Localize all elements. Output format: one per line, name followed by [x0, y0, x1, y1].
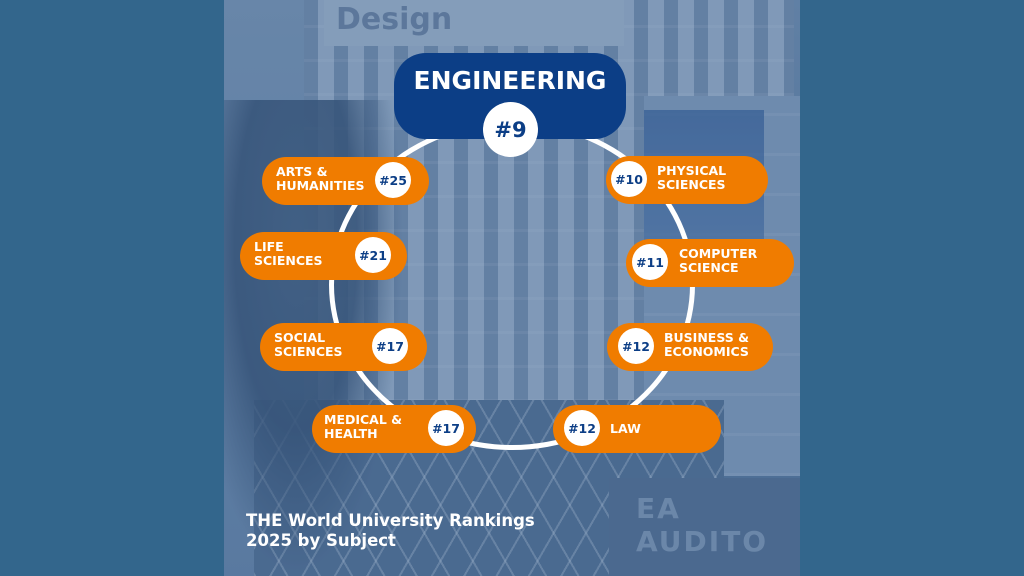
rank-badge-social: #17 [372, 328, 408, 364]
footer-caption: THE World University Rankings 2025 by Su… [246, 511, 535, 550]
subject-label-arts: ARTS & HUMANITIES [276, 164, 365, 193]
building-sign: Design [336, 2, 453, 37]
subject-label-physical: PHYSICAL SCIENCES [657, 163, 727, 192]
engineering-rank-badge: #9 [483, 102, 538, 157]
rank-badge-computer: #11 [632, 244, 668, 280]
rank-badge-medical: #17 [428, 410, 464, 446]
subject-label-computer: COMPUTER SCIENCE [679, 246, 758, 275]
rank-badge-physical: #10 [611, 161, 647, 197]
rank-badge-arts: #25 [375, 162, 411, 198]
subject-label-life: LIFE SCIENCES [254, 239, 323, 268]
subject-label-business: BUSINESS & ECONOMICS [664, 330, 750, 359]
subject-label-medical: MEDICAL & HEALTH [324, 412, 403, 441]
subject-label-law: LAW [610, 421, 641, 436]
auditorium-building [609, 478, 800, 576]
rank-badge-law: #12 [564, 410, 600, 446]
engineering-title: ENGINEERING [413, 66, 607, 95]
building-top [324, 0, 624, 46]
subject-label-social: SOCIAL SCIENCES [274, 330, 343, 359]
infographic-panel: Design EA AUDITO ENGINEERING #9 ARTS & H… [224, 0, 800, 576]
rank-badge-business: #12 [618, 328, 654, 364]
rank-badge-life: #21 [355, 237, 391, 273]
auditorium-sign: EA AUDITO [636, 492, 769, 558]
